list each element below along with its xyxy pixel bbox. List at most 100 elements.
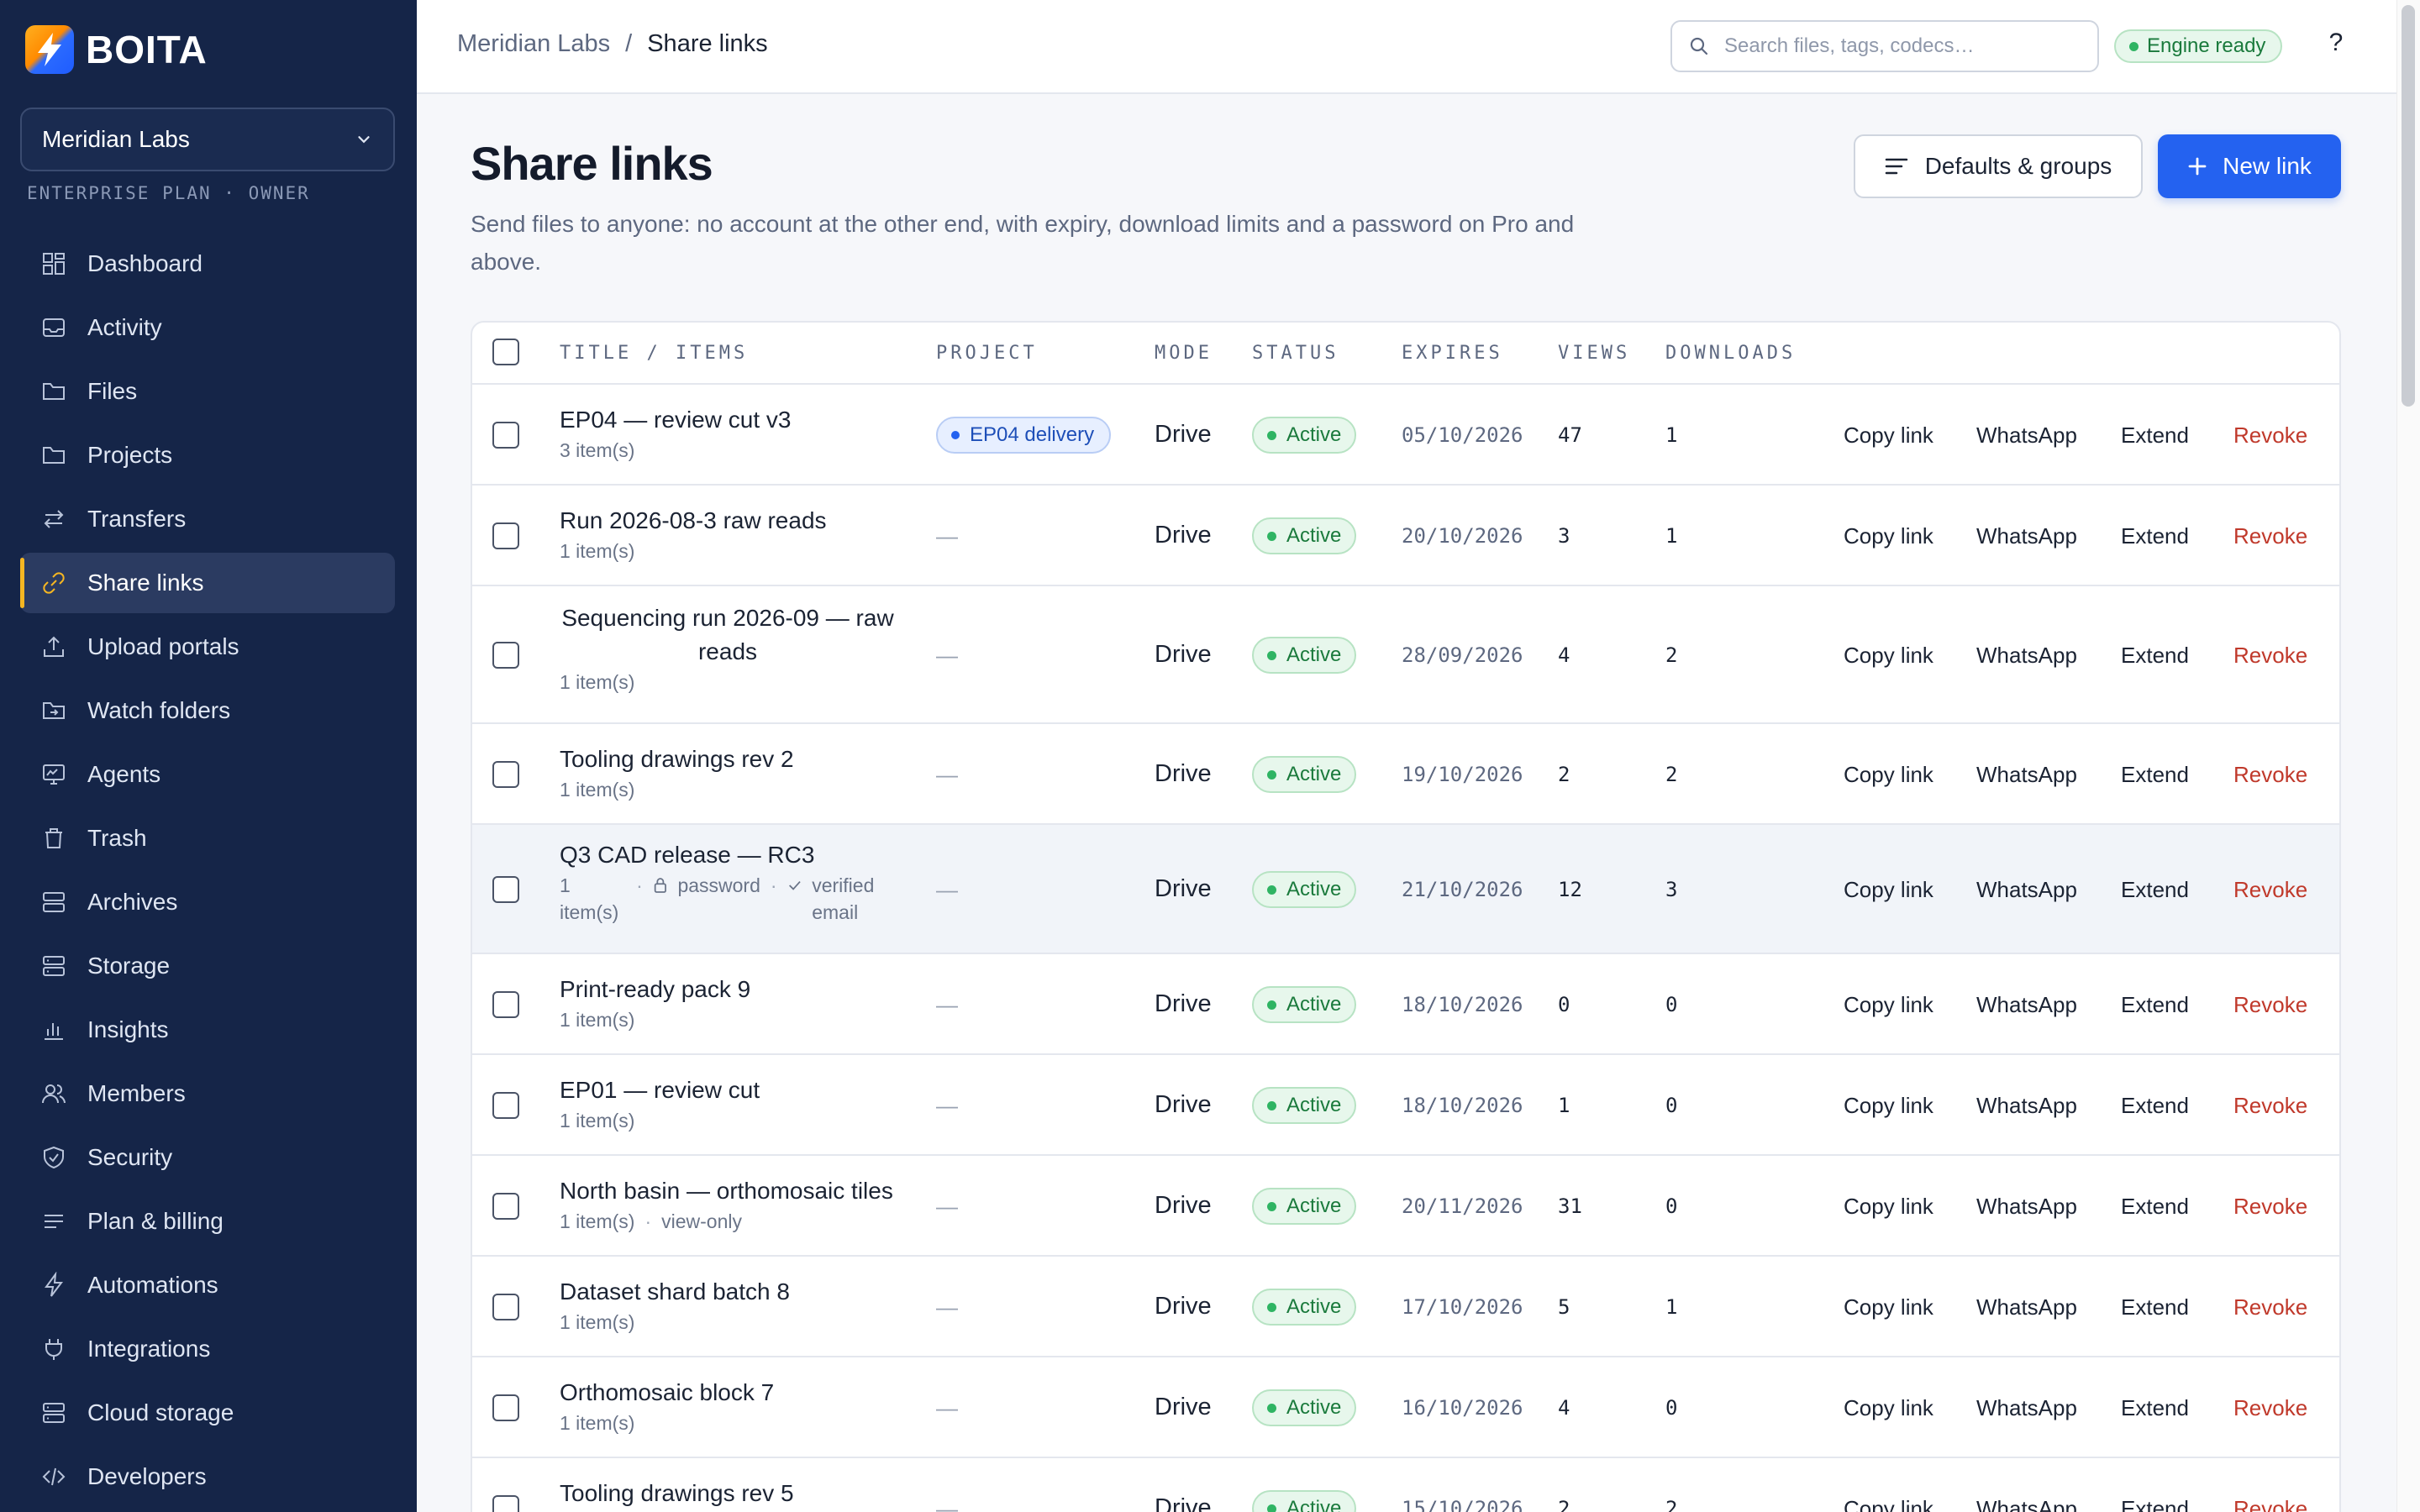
table-row[interactable]: Print-ready pack 9 1 item(s) — Drive Active 1…: [472, 954, 2339, 1055]
search-input[interactable]: [1724, 34, 2060, 58]
sidebar-item-archives[interactable]: Archives: [20, 872, 395, 932]
sidebar-item-integrations[interactable]: Integrations: [20, 1319, 395, 1379]
whatsapp-button[interactable]: WhatsApp: [1976, 1496, 2077, 1512]
table-row[interactable]: EP01 — review cut 1 item(s) — Drive Active 18…: [472, 1055, 2339, 1156]
column-header-views[interactable]: VIEWS: [1558, 343, 1631, 364]
revoke-button[interactable]: Revoke: [2233, 877, 2308, 902]
revoke-button[interactable]: Revoke: [2233, 1395, 2308, 1420]
scrollbar-thumb[interactable]: [2402, 5, 2415, 407]
row-checkbox[interactable]: [492, 642, 519, 669]
sidebar-item-cloud-storage[interactable]: Cloud storage: [20, 1383, 395, 1443]
copy-link-button[interactable]: Copy link: [1844, 1093, 1933, 1118]
copy-link-button[interactable]: Copy link: [1844, 1395, 1933, 1420]
extend-button[interactable]: Extend: [2121, 1194, 2189, 1219]
copy-link-button[interactable]: Copy link: [1844, 523, 1933, 549]
link-title[interactable]: North basin — orthomosaic tiles: [560, 1178, 893, 1204]
column-header-project[interactable]: PROJECT: [936, 343, 1038, 364]
link-title[interactable]: Dataset shard batch 8: [560, 1278, 790, 1305]
row-checkbox[interactable]: [492, 1092, 519, 1119]
sidebar-item-files[interactable]: Files: [20, 361, 395, 422]
extend-button[interactable]: Extend: [2121, 877, 2189, 902]
column-header-downloads[interactable]: DOWNLOADS: [1665, 343, 1797, 364]
whatsapp-button[interactable]: WhatsApp: [1976, 762, 2077, 787]
link-title[interactable]: Tooling drawings rev 2: [560, 746, 794, 772]
link-title[interactable]: Q3 CAD release — RC3: [560, 842, 815, 868]
whatsapp-button[interactable]: WhatsApp: [1976, 1395, 2077, 1420]
copy-link-button[interactable]: Copy link: [1844, 877, 1933, 902]
whatsapp-button[interactable]: WhatsApp: [1976, 523, 2077, 549]
row-checkbox[interactable]: [492, 422, 519, 449]
whatsapp-button[interactable]: WhatsApp: [1976, 1093, 2077, 1118]
copy-link-button[interactable]: Copy link: [1844, 992, 1933, 1017]
copy-link-button[interactable]: Copy link: [1844, 1496, 1933, 1512]
revoke-button[interactable]: Revoke: [2233, 423, 2308, 448]
revoke-button[interactable]: Revoke: [2233, 1194, 2308, 1219]
row-checkbox[interactable]: [492, 876, 519, 903]
sidebar-item-plan-billing[interactable]: Plan & billing: [20, 1191, 395, 1252]
revoke-button[interactable]: Revoke: [2233, 992, 2308, 1017]
extend-button[interactable]: Extend: [2121, 1093, 2189, 1118]
copy-link-button[interactable]: Copy link: [1844, 423, 1933, 448]
row-checkbox[interactable]: [492, 522, 519, 549]
whatsapp-button[interactable]: WhatsApp: [1976, 877, 2077, 902]
row-checkbox[interactable]: [492, 1495, 519, 1512]
table-row[interactable]: North basin — orthomosaic tiles 1 item(s)…: [472, 1156, 2339, 1257]
extend-button[interactable]: Extend: [2121, 1496, 2189, 1512]
revoke-button[interactable]: Revoke: [2233, 1093, 2308, 1118]
table-row[interactable]: Dataset shard batch 8 1 item(s) — Drive Acti…: [472, 1257, 2339, 1357]
sidebar-item-projects[interactable]: Projects: [20, 425, 395, 486]
search-box[interactable]: [1670, 20, 2099, 72]
column-header-expires[interactable]: EXPIRES: [1402, 343, 1503, 364]
extend-button[interactable]: Extend: [2121, 423, 2189, 448]
row-checkbox[interactable]: [492, 991, 519, 1018]
revoke-button[interactable]: Revoke: [2233, 523, 2308, 549]
copy-link-button[interactable]: Copy link: [1844, 1294, 1933, 1320]
link-title[interactable]: EP01 — review cut: [560, 1077, 760, 1103]
new-link-button[interactable]: New link: [2158, 134, 2341, 198]
extend-button[interactable]: Extend: [2121, 762, 2189, 787]
sidebar-item-watch-folders[interactable]: Watch folders: [20, 680, 395, 741]
defaults-groups-button[interactable]: Defaults & groups: [1854, 134, 2143, 198]
revoke-button[interactable]: Revoke: [2233, 762, 2308, 787]
table-row[interactable]: Tooling drawings rev 51 item(s) — Drive Act…: [472, 1458, 2339, 1512]
link-title[interactable]: Sequencing run 2026-09 — raw reads: [561, 605, 894, 664]
table-row[interactable]: Orthomosaic block 7 1 item(s) — Drive Active…: [472, 1357, 2339, 1458]
table-row[interactable]: Sequencing run 2026-09 — raw reads 1 item…: [472, 586, 2339, 724]
help-button[interactable]: ?: [2328, 29, 2344, 56]
sidebar-item-security[interactable]: Security: [20, 1127, 395, 1188]
link-title[interactable]: Run 2026-08-3 raw reads: [560, 507, 827, 533]
row-checkbox[interactable]: [492, 761, 519, 788]
sidebar-item-transfers[interactable]: Transfers: [20, 489, 395, 549]
sidebar-item-agents[interactable]: Agents: [20, 744, 395, 805]
whatsapp-button[interactable]: WhatsApp: [1976, 992, 2077, 1017]
select-all-checkbox[interactable]: [492, 339, 519, 365]
sidebar-item-insights[interactable]: Insights: [20, 1000, 395, 1060]
sidebar-item-members[interactable]: Members: [20, 1063, 395, 1124]
copy-link-button[interactable]: Copy link: [1844, 643, 1933, 668]
org-switcher[interactable]: Meridian Labs: [20, 108, 395, 171]
column-header-mode[interactable]: MODE: [1155, 343, 1213, 364]
extend-button[interactable]: Extend: [2121, 643, 2189, 668]
sidebar-item-share-links[interactable]: Share links: [20, 553, 395, 613]
copy-link-button[interactable]: Copy link: [1844, 762, 1933, 787]
sidebar-item-upload-portals[interactable]: Upload portals: [20, 617, 395, 677]
sidebar-item-developers[interactable]: Developers: [20, 1446, 395, 1507]
whatsapp-button[interactable]: WhatsApp: [1976, 423, 2077, 448]
project-pill[interactable]: EP04 delivery: [936, 417, 1112, 454]
column-header-title[interactable]: TITLE / ITEMS: [560, 343, 749, 364]
link-title[interactable]: Orthomosaic block 7: [560, 1379, 775, 1405]
extend-button[interactable]: Extend: [2121, 992, 2189, 1017]
revoke-button[interactable]: Revoke: [2233, 1496, 2308, 1512]
sidebar-item-activity[interactable]: Activity: [20, 297, 395, 358]
revoke-button[interactable]: Revoke: [2233, 643, 2308, 668]
link-title[interactable]: Tooling drawings rev 5: [560, 1480, 794, 1506]
table-row[interactable]: Run 2026-08-3 raw reads 1 item(s) — Drive Ac…: [472, 486, 2339, 586]
revoke-button[interactable]: Revoke: [2233, 1294, 2308, 1320]
row-checkbox[interactable]: [492, 1394, 519, 1421]
sidebar-item-dashboard[interactable]: Dashboard: [20, 234, 395, 294]
sidebar-item-automations[interactable]: Automations: [20, 1255, 395, 1315]
link-title[interactable]: EP04 — review cut v3: [560, 407, 792, 433]
extend-button[interactable]: Extend: [2121, 1294, 2189, 1320]
breadcrumb-org[interactable]: Meridian Labs: [457, 30, 611, 57]
whatsapp-button[interactable]: WhatsApp: [1976, 1294, 2077, 1320]
